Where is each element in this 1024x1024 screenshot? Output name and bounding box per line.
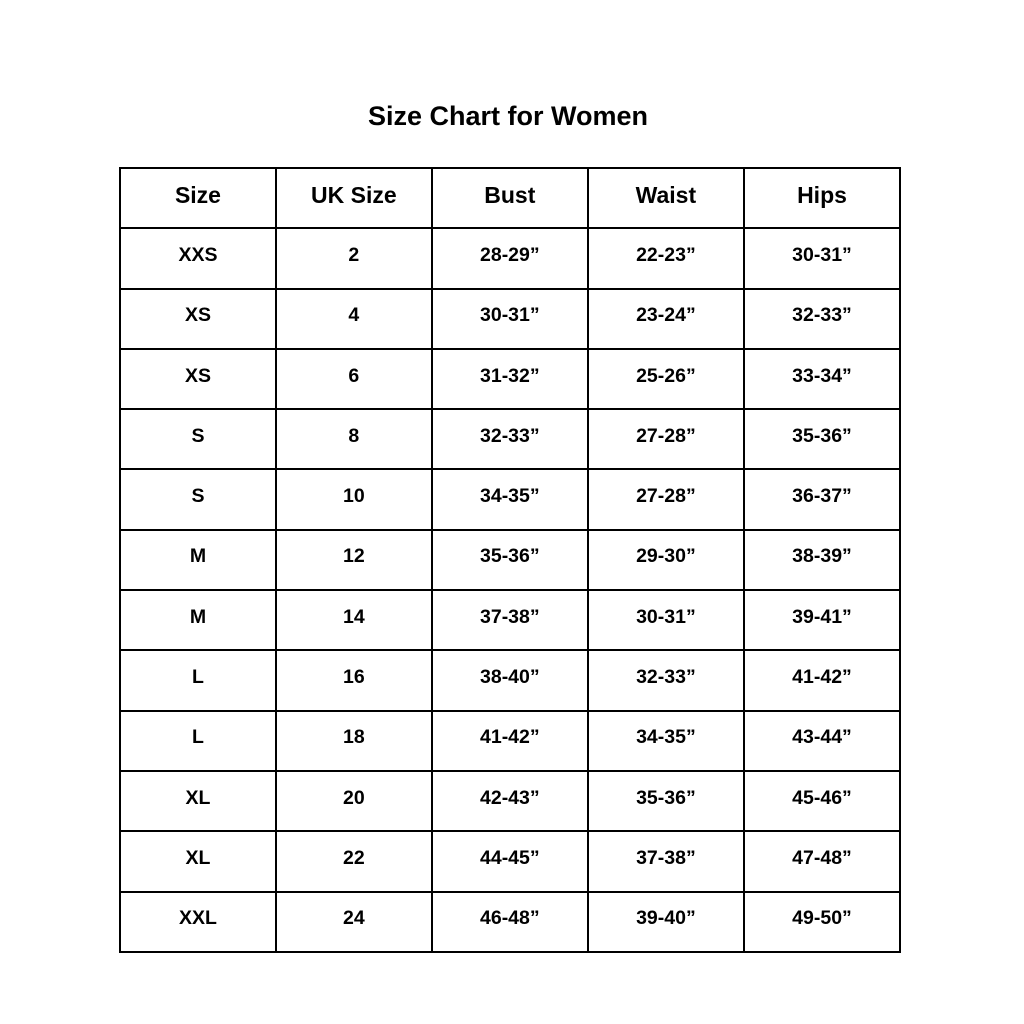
cell-hips: 39-41” (742, 589, 902, 652)
table-header-row: Size UK Size Bust Waist Hips (119, 166, 902, 230)
table-row: XXS 2 28-29” 22-23” 30-31” (119, 227, 902, 290)
cell-hips: 43-44” (742, 709, 902, 772)
cell-size: M (119, 589, 277, 652)
cell-uk-size: 8 (274, 408, 433, 471)
cell-hips: 45-46” (742, 769, 902, 833)
cell-uk-size: 14 (274, 589, 433, 652)
cell-bust: 35-36” (430, 528, 589, 592)
table-row: S 8 32-33” 27-28” 35-36” (119, 408, 902, 471)
cell-bust: 46-48” (430, 890, 589, 953)
cell-hips: 30-31” (742, 227, 902, 290)
cell-waist: 29-30” (586, 528, 745, 592)
cell-uk-size: 2 (274, 227, 433, 290)
cell-waist: 30-31” (586, 589, 745, 652)
table-row: XL 20 42-43” 35-36” 45-46” (119, 769, 902, 833)
header-hips: Hips (742, 166, 902, 230)
cell-hips: 32-33” (742, 287, 902, 350)
cell-size: S (119, 468, 277, 531)
cell-waist: 37-38” (586, 830, 745, 893)
cell-uk-size: 18 (274, 709, 433, 772)
cell-waist: 34-35” (586, 709, 745, 772)
size-chart-table: Size UK Size Bust Waist Hips XXS 2 28-29” 22-23… (119, 166, 902, 953)
cell-bust: 34-35” (430, 468, 589, 531)
cell-size: L (119, 709, 277, 772)
cell-hips: 36-37” (742, 468, 902, 531)
cell-hips: 49-50” (742, 890, 902, 953)
table-row: L 18 41-42” 34-35” 43-44” (119, 709, 902, 772)
cell-waist: 39-40” (586, 890, 745, 953)
table-row: M 14 37-38” 30-31” 39-41” (119, 589, 902, 652)
cell-hips: 38-39” (742, 528, 902, 592)
cell-hips: 35-36” (742, 408, 902, 471)
header-waist: Waist (586, 166, 745, 230)
cell-hips: 33-34” (742, 347, 902, 411)
page-title: Size Chart for Women (367, 101, 649, 131)
table-row: XXL 24 46-48” 39-40” 49-50” (119, 890, 902, 953)
cell-bust: 42-43” (430, 769, 589, 833)
cell-uk-size: 20 (274, 769, 433, 833)
cell-waist: 22-23” (586, 227, 745, 290)
cell-size: XXS (119, 227, 277, 290)
table-row: XL 22 44-45” 37-38” 47-48” (119, 830, 902, 893)
cell-bust: 37-38” (430, 589, 589, 652)
cell-hips: 47-48” (742, 830, 902, 893)
cell-size: S (119, 408, 277, 471)
cell-bust: 32-33” (430, 408, 589, 471)
table-row: XS 4 30-31” 23-24” 32-33” (119, 287, 902, 350)
cell-bust: 41-42” (430, 709, 589, 772)
cell-bust: 44-45” (430, 830, 589, 893)
cell-waist: 27-28” (586, 468, 745, 531)
cell-uk-size: 12 (274, 528, 433, 592)
cell-size: XS (119, 287, 277, 350)
cell-waist: 25-26” (586, 347, 745, 411)
table-row: L 16 38-40” 32-33” 41-42” (119, 649, 902, 712)
cell-size: XS (119, 347, 277, 411)
header-uk-size: UK Size (274, 166, 433, 230)
cell-waist: 32-33” (586, 649, 745, 712)
cell-bust: 38-40” (430, 649, 589, 712)
cell-uk-size: 10 (274, 468, 433, 531)
header-size: Size (119, 166, 277, 230)
cell-size: XXL (119, 890, 277, 953)
cell-size: XL (119, 830, 277, 893)
cell-bust: 28-29” (430, 227, 589, 290)
cell-waist: 27-28” (586, 408, 745, 471)
cell-hips: 41-42” (742, 649, 902, 712)
cell-uk-size: 4 (274, 287, 433, 350)
table-body: XXS 2 28-29” 22-23” 30-31” XS 4 30-31” 23-24” 32-… (119, 227, 902, 953)
cell-size: L (119, 649, 277, 712)
cell-waist: 35-36” (586, 769, 745, 833)
cell-size: XL (119, 769, 277, 833)
cell-uk-size: 6 (274, 347, 433, 411)
cell-bust: 30-31” (430, 287, 589, 350)
table-row: M 12 35-36” 29-30” 38-39” (119, 528, 902, 592)
cell-waist: 23-24” (586, 287, 745, 350)
table-row: S 10 34-35” 27-28” 36-37” (119, 468, 902, 531)
header-bust: Bust (430, 166, 589, 230)
cell-uk-size: 22 (274, 830, 433, 893)
cell-uk-size: 24 (274, 890, 433, 953)
cell-uk-size: 16 (274, 649, 433, 712)
cell-size: M (119, 528, 277, 592)
cell-bust: 31-32” (430, 347, 589, 411)
table-row: XS 6 31-32” 25-26” 33-34” (119, 347, 902, 411)
